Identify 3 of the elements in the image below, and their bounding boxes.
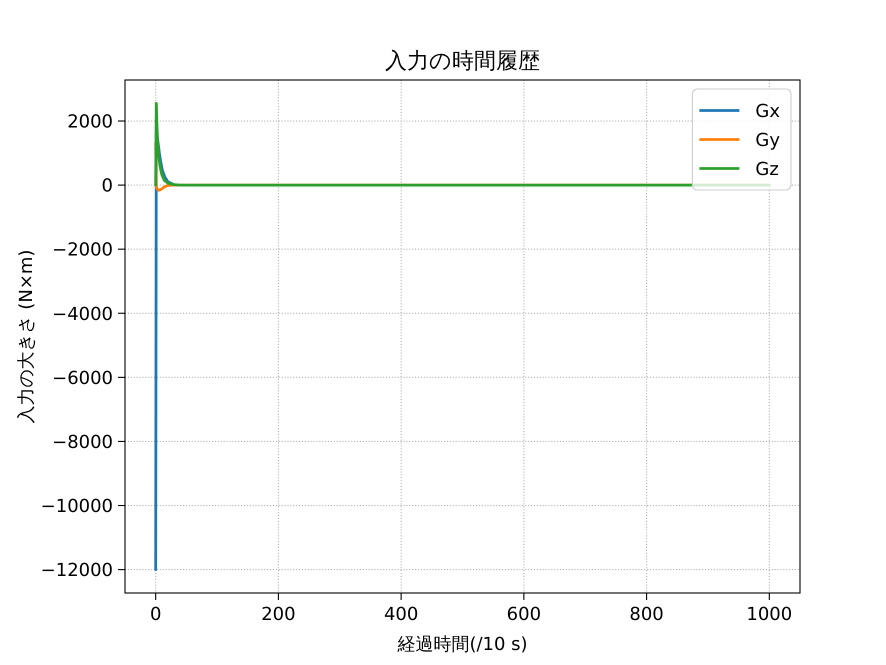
title: 入力の時間履歴	[385, 49, 540, 74]
x-axis-title: 経過時間(/10 s)	[397, 634, 528, 655]
y-axis-title: 入力の大きさ (N×m)	[16, 250, 37, 424]
